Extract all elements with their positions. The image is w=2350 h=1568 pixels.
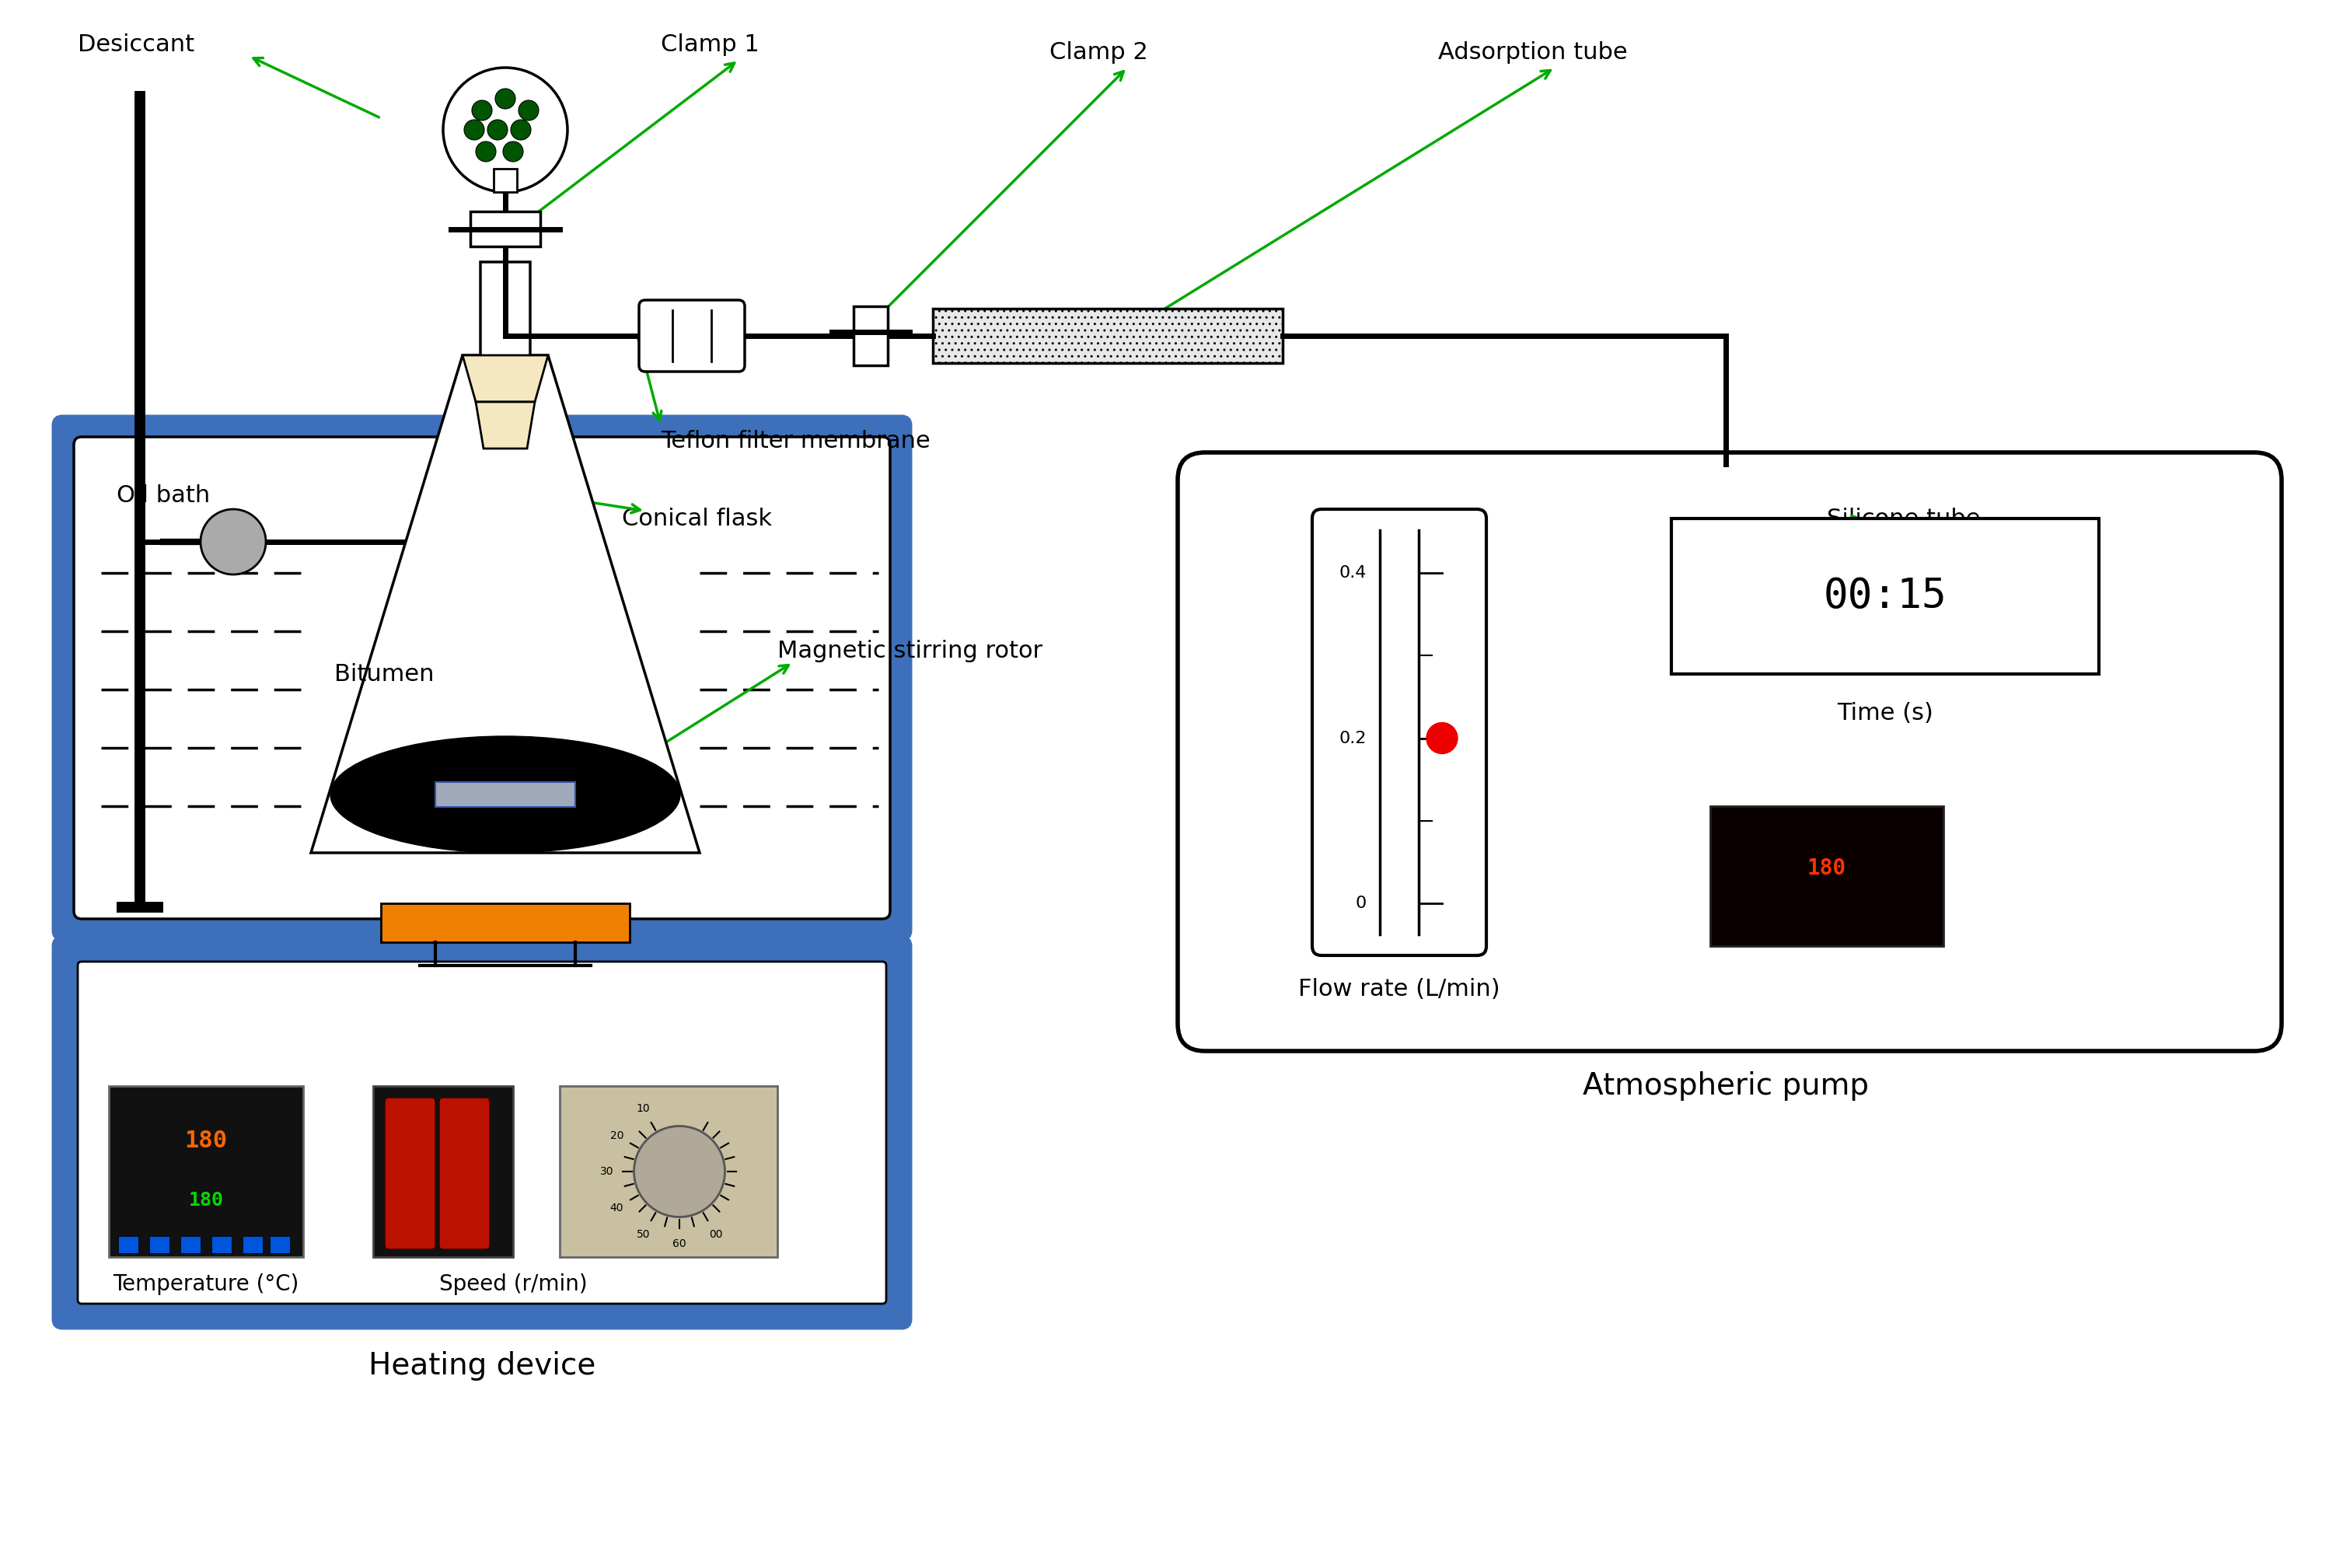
- Text: Conical flask: Conical flask: [623, 508, 771, 530]
- Text: Time (s): Time (s): [1838, 701, 1934, 724]
- Bar: [118, 1236, 139, 1253]
- Polygon shape: [475, 401, 536, 448]
- Bar: [381, 903, 630, 942]
- FancyBboxPatch shape: [78, 961, 886, 1303]
- Text: 180: 180: [1807, 858, 1847, 880]
- Text: Desiccant: Desiccant: [78, 33, 195, 55]
- Text: 0.2: 0.2: [1340, 731, 1368, 746]
- Text: Adsorption tube: Adsorption tube: [1438, 41, 1629, 63]
- Bar: [493, 169, 517, 191]
- Circle shape: [475, 141, 496, 162]
- Text: Magnetic stirring rotor: Magnetic stirring rotor: [778, 640, 1043, 662]
- Text: 00:15: 00:15: [1824, 575, 1946, 616]
- Text: Clamp 2: Clamp 2: [1050, 41, 1149, 63]
- Text: 0.4: 0.4: [1340, 564, 1368, 580]
- Circle shape: [200, 510, 266, 574]
- Circle shape: [496, 89, 515, 108]
- Text: Clamp 1: Clamp 1: [660, 33, 759, 55]
- FancyBboxPatch shape: [439, 1098, 489, 1250]
- Bar: [181, 1236, 200, 1253]
- Text: Silicone tube: Silicone tube: [1826, 508, 1981, 530]
- Bar: [212, 1236, 233, 1253]
- Bar: [374, 1087, 512, 1258]
- FancyBboxPatch shape: [385, 1098, 435, 1250]
- Bar: [451, 514, 559, 569]
- Circle shape: [510, 119, 531, 140]
- Text: Oil bath: Oil bath: [118, 485, 209, 506]
- Polygon shape: [310, 262, 700, 853]
- FancyBboxPatch shape: [54, 417, 909, 938]
- Text: Flow rate (L/min): Flow rate (L/min): [1297, 977, 1499, 1000]
- Text: 0: 0: [1356, 895, 1368, 911]
- FancyBboxPatch shape: [1177, 453, 2282, 1051]
- Text: 60: 60: [672, 1239, 686, 1250]
- Bar: [150, 1236, 169, 1253]
- Text: 180: 180: [186, 1129, 228, 1152]
- Polygon shape: [463, 356, 548, 401]
- Circle shape: [472, 100, 491, 121]
- Text: 10: 10: [637, 1104, 651, 1115]
- Text: 00: 00: [710, 1229, 721, 1240]
- Text: 180: 180: [188, 1192, 223, 1210]
- Bar: [853, 306, 888, 365]
- Text: 40: 40: [611, 1203, 623, 1214]
- FancyBboxPatch shape: [1311, 510, 1485, 955]
- Bar: [270, 1236, 289, 1253]
- Text: Atmospheric pump: Atmospheric pump: [1584, 1071, 1868, 1101]
- Circle shape: [486, 119, 508, 140]
- Ellipse shape: [331, 737, 679, 853]
- Circle shape: [519, 100, 538, 121]
- Bar: [435, 782, 576, 808]
- Bar: [470, 212, 540, 246]
- Text: Bitumen: Bitumen: [334, 663, 435, 685]
- FancyBboxPatch shape: [73, 437, 891, 919]
- FancyBboxPatch shape: [54, 938, 909, 1327]
- Bar: [242, 1236, 263, 1253]
- Circle shape: [635, 1126, 724, 1217]
- Text: 20: 20: [611, 1131, 623, 1142]
- FancyBboxPatch shape: [639, 299, 745, 372]
- Text: Teflon filter membrane: Teflon filter membrane: [660, 430, 931, 452]
- Circle shape: [503, 141, 524, 162]
- Bar: [559, 1087, 778, 1258]
- Bar: [108, 1087, 303, 1258]
- Circle shape: [444, 67, 566, 191]
- Bar: [1671, 519, 2099, 674]
- Text: 30: 30: [599, 1167, 613, 1178]
- Text: Heating device: Heating device: [369, 1352, 595, 1381]
- Bar: [1711, 806, 1943, 946]
- Bar: [933, 309, 1283, 364]
- Text: 50: 50: [637, 1229, 651, 1240]
- Text: Speed (r/min): Speed (r/min): [439, 1273, 588, 1295]
- Circle shape: [1426, 723, 1457, 754]
- Text: Temperature (°C): Temperature (°C): [113, 1273, 298, 1295]
- Circle shape: [463, 119, 484, 140]
